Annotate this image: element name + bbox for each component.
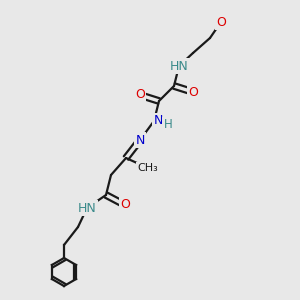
Text: HN: HN [78, 202, 96, 214]
Text: O: O [188, 85, 198, 98]
Text: O: O [216, 16, 226, 28]
Text: O: O [120, 199, 130, 212]
Text: O: O [135, 88, 145, 101]
Text: N: N [135, 134, 145, 146]
Text: HN: HN [169, 59, 188, 73]
Text: CH₃: CH₃ [138, 163, 158, 173]
Text: N: N [153, 115, 163, 128]
Text: H: H [164, 118, 172, 131]
